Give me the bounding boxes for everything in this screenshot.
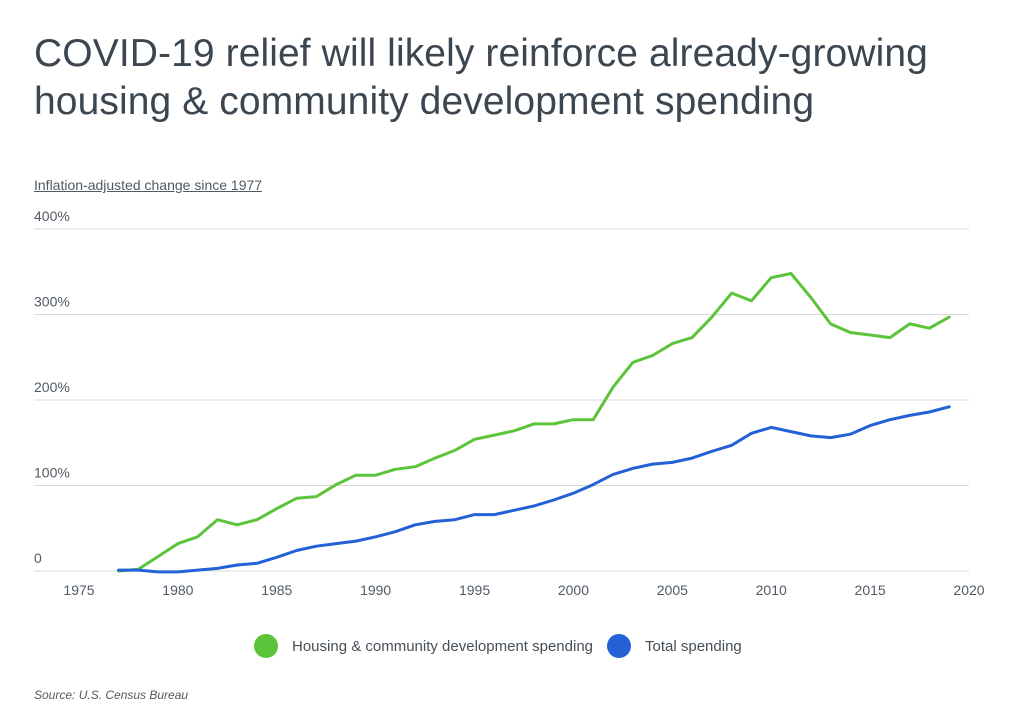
y-axis-ticks: 0 100% 200% 300% 400% <box>34 208 70 566</box>
x-tick-label: 1990 <box>360 582 391 598</box>
y-tick-label: 400% <box>34 208 70 224</box>
legend-label-total: Total spending <box>645 637 742 655</box>
x-tick-label: 2015 <box>855 582 886 598</box>
chart-title: COVID-19 relief will likely reinforce al… <box>34 32 928 123</box>
x-tick-label: 1995 <box>459 582 490 598</box>
legend-marker-total <box>607 634 632 658</box>
y-tick-label: 0 <box>34 550 42 566</box>
series-lines <box>117 272 951 574</box>
legend-marker-housing <box>254 634 278 658</box>
y-tick-label: 200% <box>34 379 70 395</box>
gridlines <box>34 228 969 572</box>
y-tick-label: 300% <box>34 294 70 310</box>
x-tick-label: 1980 <box>162 582 193 598</box>
series-line-total <box>117 405 951 574</box>
series-line-housing <box>117 272 951 573</box>
legend-label-housing: Housing & community development spending <box>292 637 594 655</box>
y-tick-label: 100% <box>34 465 70 481</box>
x-tick-label: 1975 <box>63 582 94 598</box>
x-tick-label: 2010 <box>756 582 787 598</box>
x-tick-label: 2000 <box>558 582 589 598</box>
y-axis-label: Inflation-adjusted change since 1977 <box>34 177 263 193</box>
x-tick-label: 2005 <box>657 582 688 598</box>
legend-item-total[interactable]: Total spending <box>607 634 742 658</box>
x-tick-label: 2020 <box>953 582 984 598</box>
x-tick-label: 1985 <box>261 582 292 598</box>
x-axis-ticks: 1975 1980 1985 1990 1995 2000 2005 2010 2015 2020 <box>63 582 984 598</box>
legend-item-housing[interactable]: Housing & community development spending <box>254 634 593 658</box>
source-note: Source: U.S. Census Bureau <box>34 688 189 702</box>
legend: Housing & community development spending… <box>254 634 756 658</box>
